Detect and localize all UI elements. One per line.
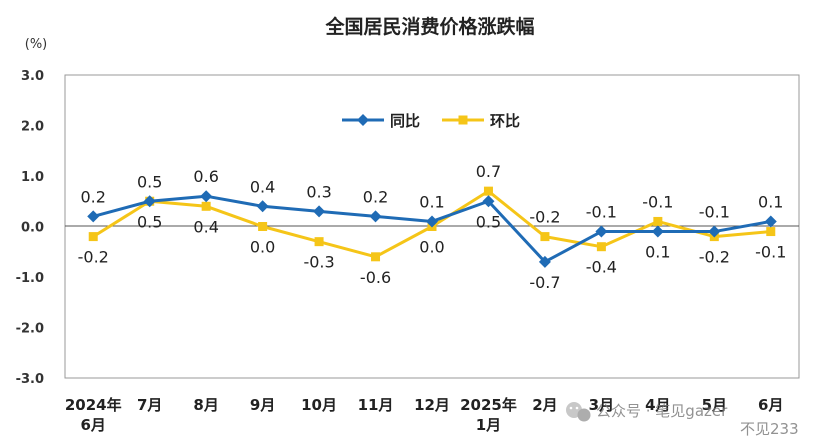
y-tick-label: -2.0: [16, 322, 44, 337]
data-point-yoy: [256, 200, 269, 213]
series-layer: [87, 186, 777, 268]
x-tick-label: 11月: [358, 396, 394, 414]
data-label-yoy: 0.1: [645, 243, 670, 262]
data-point-mom: [540, 232, 550, 242]
data-label-yoy: 0.6: [193, 167, 218, 186]
data-label-yoy: -0.1: [699, 203, 730, 222]
data-label-mom: -0.6: [360, 268, 391, 287]
data-label-yoy: 0.3: [306, 182, 331, 201]
y-tick-label: 1.0: [21, 170, 44, 185]
watermark-text: 公众号 · 笔见gazer: [596, 402, 728, 420]
data-point-mom: [201, 201, 211, 211]
legend-marker: [357, 114, 369, 126]
x-tick-label: 7月: [137, 396, 162, 414]
data-label-mom: -0.2: [529, 208, 560, 227]
data-label-mom: 0.0: [250, 238, 275, 257]
legend: 同比 环比: [342, 112, 520, 130]
data-point-mom: [258, 222, 268, 231]
x-tick-label: 6月: [81, 416, 106, 434]
data-label-mom: 0.7: [476, 162, 501, 181]
x-tick-label: 8月: [193, 396, 218, 414]
x-tick-label: 2月: [532, 396, 557, 414]
watermark-handle: 不见233: [740, 420, 799, 438]
x-axis: 2024年 6月 7月 8月 9月 10月 11月 12月 2025年 1月 2月 3月 4月 5月 6月: [65, 396, 784, 434]
x-tick-label: 5月: [702, 396, 727, 414]
x-tick-label: 4月: [645, 396, 670, 414]
y-tick-label: -3.0: [16, 372, 44, 387]
y-axis: 3.0 2.0 1.0 0.0 -1.0 -2.0 -3.0: [16, 69, 44, 387]
data-label-mom: 0.0: [419, 238, 444, 257]
data-point-mom: [371, 252, 381, 262]
y-tick-label: 0.0: [21, 221, 44, 236]
data-label-mom: -0.2: [78, 248, 109, 267]
data-label-yoy: 0.1: [758, 192, 783, 211]
data-label-mom: -0.1: [755, 243, 786, 262]
data-point-yoy: [143, 195, 156, 208]
data-point-yoy: [313, 205, 326, 218]
data-point-mom: [653, 216, 663, 226]
data-label-mom: -0.3: [303, 253, 334, 272]
data-label-yoy: 0.2: [81, 187, 106, 206]
data-label-mom: 0.4: [193, 217, 218, 236]
legend-marker: [458, 115, 468, 125]
data-label-yoy: 0.2: [363, 187, 388, 206]
data-point-mom: [483, 186, 493, 196]
data-point-yoy: [708, 225, 721, 238]
data-point-yoy: [595, 225, 608, 238]
watermark: 公众号 · 笔见gazer 不见233: [566, 402, 799, 438]
data-label-yoy: 0.5: [476, 212, 501, 231]
data-label-yoy: -0.7: [529, 273, 560, 292]
x-tick-label: 2025年: [460, 396, 517, 414]
data-label-yoy: 0.5: [137, 172, 162, 191]
data-label-yoy: 0.4: [250, 177, 275, 196]
data-label-yoy: -0.1: [586, 203, 617, 222]
data-point-yoy: [200, 190, 213, 203]
data-point-mom: [314, 237, 324, 247]
x-tick-label: 1月: [476, 416, 501, 434]
x-tick-label: 2024年: [65, 396, 122, 414]
data-point-yoy: [764, 215, 777, 228]
data-point-yoy: [651, 225, 664, 238]
data-label-mom: -0.1: [642, 192, 673, 211]
data-point-mom: [88, 232, 98, 242]
data-label-mom: -0.2: [699, 248, 730, 267]
data-labels: 0.2 -0.2 0.5 0.5 0.6 0.4 0.4 0.0 0.3 -0.3 0.2 -0.6 0…: [78, 162, 787, 292]
data-label-mom: -0.4: [586, 258, 617, 277]
x-tick-label: 9月: [250, 396, 275, 414]
x-tick-label: 12月: [414, 396, 450, 414]
data-point-mom: [766, 227, 776, 237]
data-point-yoy: [87, 210, 100, 223]
data-point-mom: [596, 242, 606, 252]
data-label-yoy: 0.1: [419, 192, 444, 211]
y-unit-label: (%): [25, 37, 48, 52]
legend-label: 环比: [490, 112, 520, 130]
x-tick-label: 3月: [589, 396, 614, 414]
y-tick-label: -1.0: [16, 271, 44, 286]
y-tick-label: 2.0: [21, 120, 44, 135]
x-tick-label: 10月: [301, 396, 337, 414]
y-tick-label: 3.0: [21, 69, 44, 84]
legend-label: 同比: [390, 112, 420, 130]
x-tick-label: 6月: [758, 396, 783, 414]
chart-title: 全国居民消费价格涨跌幅: [324, 15, 534, 38]
data-point-yoy: [426, 215, 438, 228]
data-label-mom: 0.5: [137, 212, 162, 231]
data-point-yoy: [482, 195, 495, 208]
wechat-icon: [566, 402, 591, 422]
data-point-yoy: [538, 255, 551, 268]
data-point-yoy: [369, 210, 382, 223]
